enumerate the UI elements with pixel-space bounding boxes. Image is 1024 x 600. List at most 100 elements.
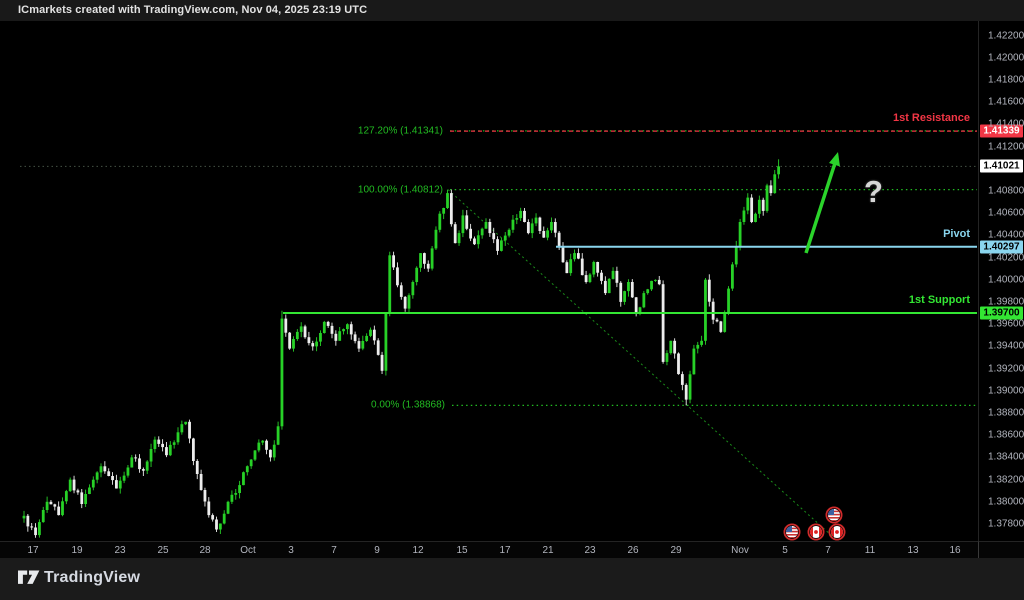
event-flag-icon-us[interactable] [825, 506, 843, 524]
candle-body [272, 444, 276, 458]
candle-body [492, 233, 496, 240]
candle-body [438, 213, 442, 230]
candle-body [118, 480, 122, 489]
event-flag-icon-us[interactable] [783, 523, 801, 541]
price-tick: 1.37800 [988, 518, 1024, 530]
candle-body [357, 341, 361, 349]
pivot-price-badge: 1.40297 [980, 240, 1023, 254]
candle-body [580, 258, 584, 276]
candle-body [600, 272, 603, 281]
event-flag-icon-ca[interactable] [807, 523, 825, 541]
candle-body [172, 442, 176, 445]
candle-body [372, 329, 376, 341]
candle-body [30, 526, 34, 528]
candle-body [72, 479, 76, 491]
axis-corner [978, 541, 1024, 559]
time-axis[interactable]: 17 19 23 25 28 Oct 3 7 9 12 15 17 21 23 26 29 Nov 5 7 11 13 1… [0, 541, 1024, 559]
time-tick: Nov [731, 545, 749, 556]
candle-body [511, 219, 515, 230]
time-tick: 5 [782, 545, 788, 556]
candle-body [765, 185, 769, 211]
candle-body [396, 267, 399, 286]
candle-body [577, 253, 580, 259]
candle-body [49, 501, 53, 505]
candle-body [727, 288, 730, 313]
candle-body [330, 325, 334, 334]
candle-body [103, 466, 107, 472]
time-tick: 17 [27, 545, 39, 556]
trendline-drawing[interactable] [447, 189, 904, 600]
candle-body [407, 295, 411, 309]
time-tick: 26 [627, 545, 639, 556]
candle-body [234, 493, 238, 495]
price-tick: 1.41200 [988, 141, 1024, 152]
fib-label-0: 0.00% (1.38868) [371, 399, 445, 411]
candle-body [261, 440, 265, 443]
price-tick: 1.42000 [988, 52, 1024, 64]
candle-body [484, 222, 488, 229]
candle-body [349, 324, 353, 335]
up-arrow-drawing[interactable] [804, 152, 840, 254]
candle-body [630, 282, 634, 298]
time-tick: 3 [288, 545, 294, 556]
candle-body [542, 231, 546, 238]
candle-body [615, 270, 619, 283]
candle-body [507, 229, 511, 236]
price-tick: 1.38800 [988, 407, 1024, 419]
time-tick: 9 [374, 545, 380, 556]
time-tick: 21 [542, 545, 554, 556]
candle-body [673, 340, 677, 354]
candle-body [245, 466, 249, 473]
candle-body [757, 199, 761, 214]
candle-body [388, 255, 392, 313]
candle-body [64, 491, 68, 502]
candle-body [199, 474, 203, 490]
candle-body [546, 230, 549, 238]
candle-body [449, 193, 453, 225]
candle-body [315, 341, 318, 347]
support-label: 1st Support [908, 294, 970, 306]
candle-body [84, 494, 87, 504]
candle-body [134, 457, 138, 459]
price-tick: 1.39400 [988, 340, 1024, 352]
candle-body [68, 479, 72, 492]
candle-body [496, 239, 499, 251]
candle-body [130, 457, 134, 468]
candle-body [226, 501, 230, 514]
candle-body [122, 475, 126, 481]
candle-body [738, 222, 742, 247]
candle-body [61, 501, 64, 516]
tradingview-logo-icon[interactable] [18, 569, 40, 589]
candle-body [700, 340, 703, 345]
price-tick: 1.40400 [988, 229, 1024, 241]
candle-body [503, 235, 507, 241]
candle-body [469, 228, 472, 239]
event-flag-icon-ca[interactable] [828, 523, 846, 541]
candle-body [346, 324, 349, 330]
candle-body [473, 238, 476, 245]
candle-body [561, 246, 565, 263]
candle-body [299, 326, 303, 332]
candle-body [415, 267, 419, 282]
candle-body [303, 326, 307, 338]
candle-body [157, 439, 161, 444]
tradingview-brand-text[interactable]: TradingView [44, 569, 141, 586]
price-tick: 1.40000 [988, 274, 1024, 286]
price-tick: 1.39000 [988, 385, 1024, 397]
candle-body [218, 523, 222, 530]
price-axis[interactable]: 1.41339 1.41021 1.40297 1.39700 1.42200 1… [978, 21, 1024, 541]
candle-body [211, 515, 215, 520]
price-tick: 1.42200 [988, 30, 1024, 41]
candle-body [573, 253, 576, 260]
candle-body [488, 222, 492, 234]
candle-body [715, 319, 719, 322]
candle-body [188, 421, 191, 439]
candle-body [249, 459, 253, 467]
candle-body [638, 307, 642, 313]
candle-body [41, 510, 45, 523]
price-tick: 1.38200 [988, 474, 1024, 486]
candle-body [342, 329, 345, 332]
question-mark-drawing[interactable]: ? [864, 174, 883, 209]
candle-body [603, 280, 607, 294]
